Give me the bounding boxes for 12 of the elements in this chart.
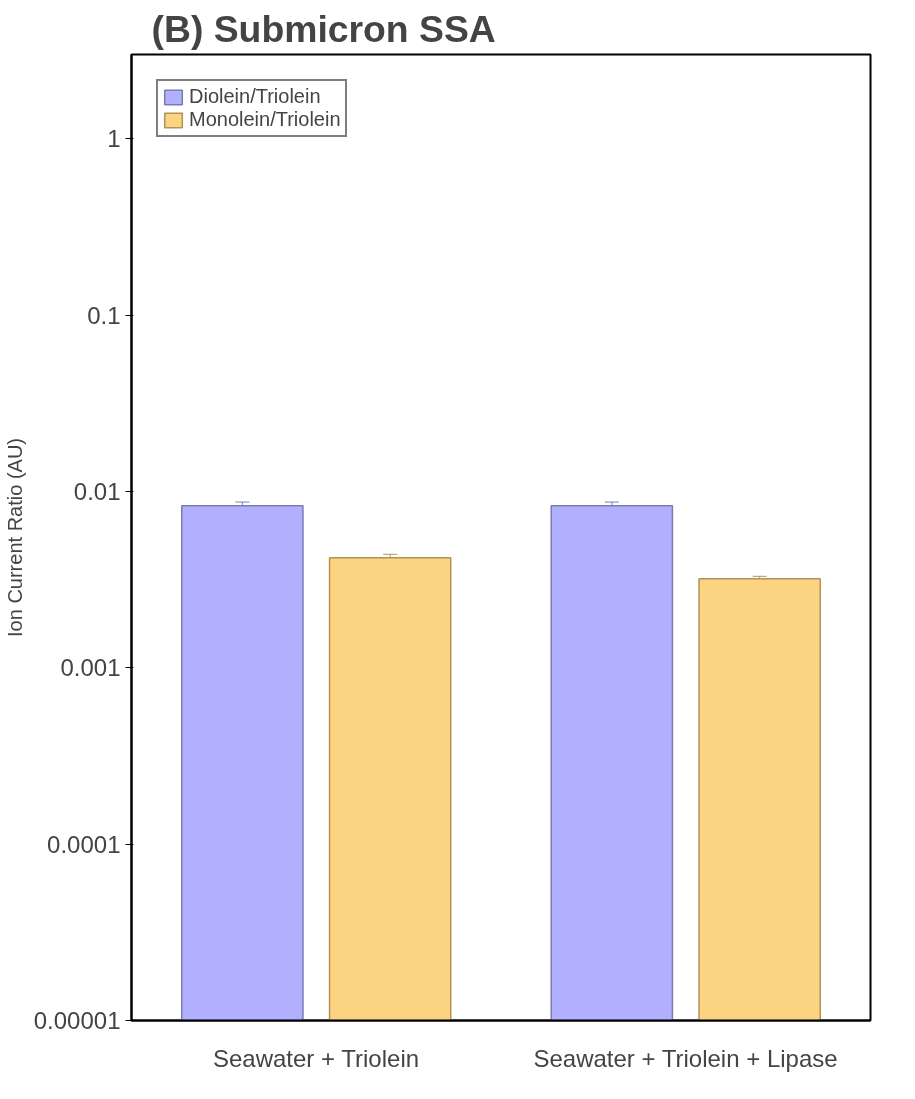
y-tick-label: 0.0001: [47, 830, 121, 858]
y-tick-label: 0.001: [60, 654, 121, 682]
chart-title: (B) Submicron SSA: [151, 7, 496, 50]
legend-label: Monolein/Triolein: [189, 108, 341, 131]
x-tick-label: Seawater + Triolein: [212, 1044, 420, 1072]
y-axis-title: Ion Current Ratio (AU): [3, 438, 26, 637]
y-tick-label: 1: [107, 125, 121, 153]
y-tick-label: 0.00001: [33, 1007, 121, 1034]
y-tick-label: 0.01: [73, 477, 121, 505]
legend-label: Diolein/Triolein: [189, 85, 321, 108]
x-tick-label: Seawater + Triolein + Lipase: [533, 1044, 838, 1072]
y-tick-label: 0.1: [87, 301, 121, 329]
